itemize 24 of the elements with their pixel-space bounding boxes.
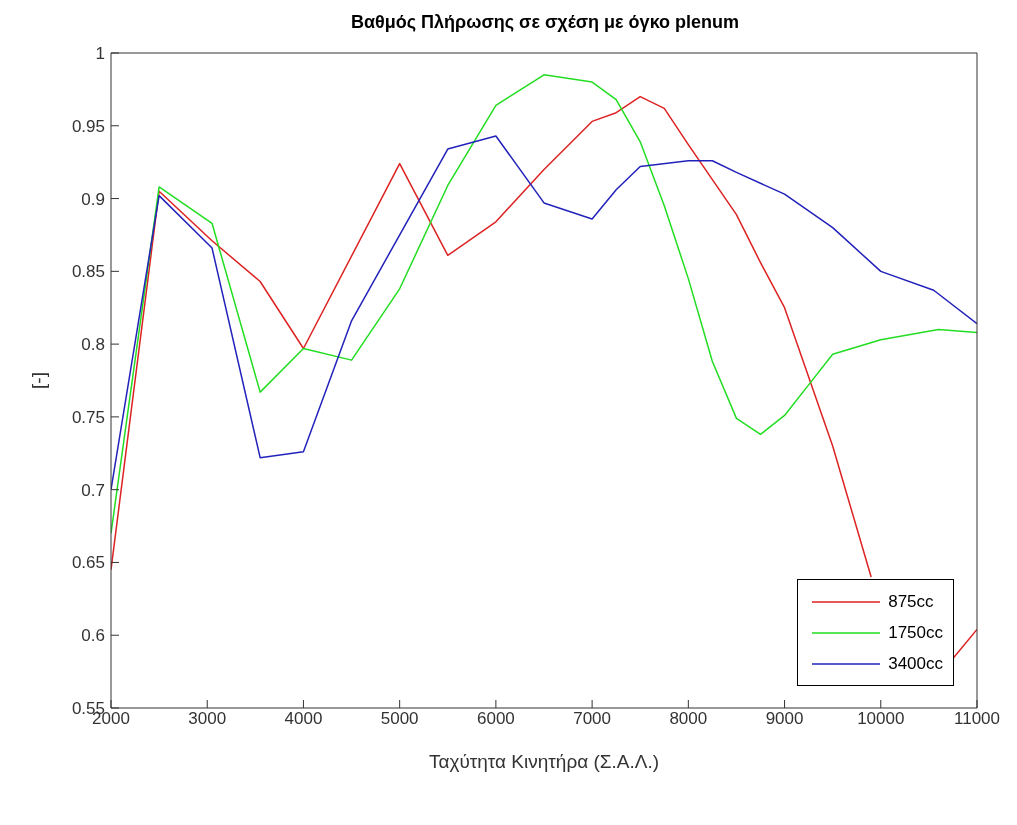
y-tick-label: 1	[95, 44, 105, 64]
x-tick-label: 3000	[188, 709, 227, 729]
y-tick-label: 0.8	[81, 335, 105, 355]
legend-label: 3400cc	[888, 653, 943, 674]
x-tick-label: 4000	[284, 709, 323, 729]
legend-label: 875cc	[888, 591, 934, 612]
x-axis-title: Ταχύτητα Κινητήρα (Σ.Α.Λ.)	[428, 751, 660, 772]
y-tick-label: 0.9	[81, 189, 105, 209]
y-tick-label: 0.85	[71, 262, 105, 282]
x-tick-label: 8000	[669, 709, 708, 729]
y-tick-label: 0.65	[71, 553, 105, 573]
x-tick-label: 6000	[476, 709, 515, 729]
x-tick-label: 10000	[857, 709, 905, 729]
legend-label: 1750cc	[888, 622, 943, 643]
y-tick-label: 0.95	[71, 116, 105, 136]
x-tick-label: 11000	[953, 709, 1001, 729]
chart-title: Βαθμός Πλήρωσης σε σχέση με όγκο plenum	[349, 12, 741, 33]
x-tick-label: 5000	[380, 709, 419, 729]
x-tick-label: 7000	[573, 709, 612, 729]
y-axis-title: [-]	[27, 372, 49, 389]
x-tick-label: 9000	[765, 709, 804, 729]
y-tick-label: 0.7	[81, 480, 105, 500]
y-tick-label: 0.6	[81, 626, 105, 646]
y-tick-label: 0.75	[71, 407, 105, 427]
